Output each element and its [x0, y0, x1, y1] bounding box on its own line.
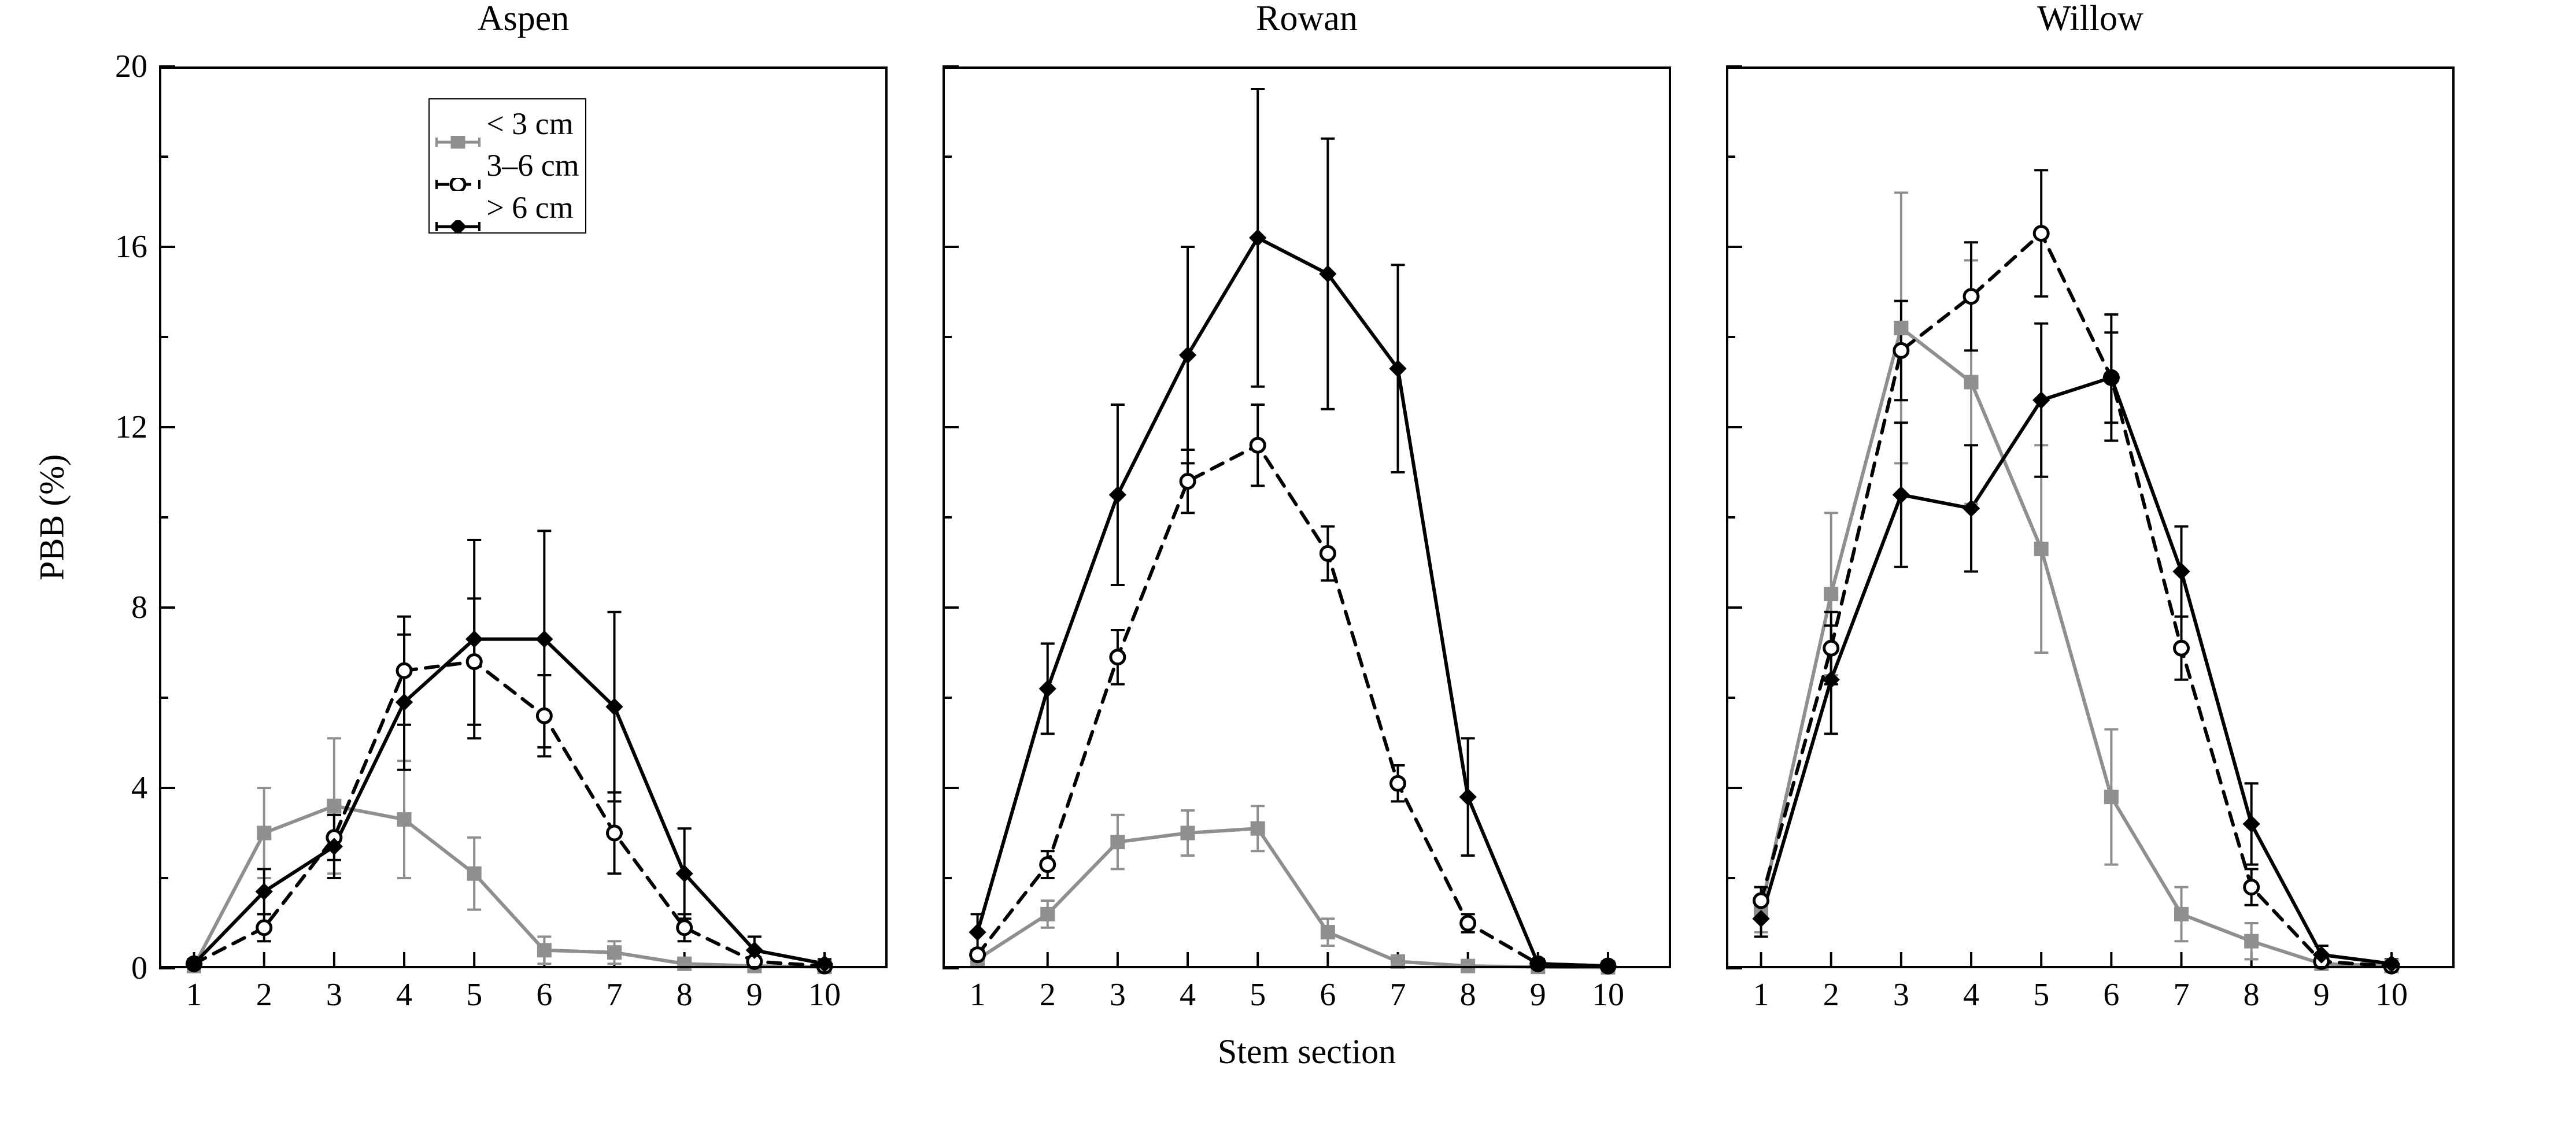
- legend-swatch-lt3: [435, 117, 481, 130]
- panel-frame: [943, 66, 1671, 968]
- y-tick-label: 12: [78, 409, 147, 446]
- figure-root: Aspen04812162012345678910< 3 cm3–6 cm> 6…: [0, 0, 2576, 1144]
- legend-row-mid: 3–6 cm: [435, 145, 579, 187]
- panel-rowan: Rowan12345678910: [943, 66, 1671, 968]
- y-tick-label: 20: [78, 48, 147, 85]
- x-tick-label: 7: [607, 976, 623, 1013]
- y-tick-label: 16: [78, 228, 147, 265]
- panel-willow: Willow12345678910: [1726, 66, 2455, 968]
- x-tick-label: 7: [2174, 976, 2190, 1013]
- x-tick-label: 1: [186, 976, 202, 1013]
- x-tick-label: 4: [1963, 976, 1979, 1013]
- x-tick-label: 2: [256, 976, 272, 1013]
- x-tick-label: 9: [1530, 976, 1546, 1013]
- x-tick-label: 3: [1893, 976, 1909, 1013]
- x-tick-label: 1: [1753, 976, 1769, 1013]
- legend-label: 3–6 cm: [486, 145, 579, 187]
- legend: < 3 cm3–6 cm> 6 cm: [428, 98, 586, 234]
- x-tick-label: 10: [1592, 976, 1624, 1013]
- panel-title: Rowan: [943, 0, 1671, 39]
- x-tick-label: 7: [1390, 976, 1406, 1013]
- x-tick-label: 9: [746, 976, 763, 1013]
- x-tick-label: 1: [970, 976, 986, 1013]
- x-tick-label: 3: [1110, 976, 1126, 1013]
- panel-title: Aspen: [159, 0, 888, 39]
- x-tick-label: 10: [808, 976, 841, 1013]
- x-tick-label: 9: [2313, 976, 2330, 1013]
- y-axis-label: PBB (%): [32, 454, 72, 580]
- legend-row-lt3: < 3 cm: [435, 103, 579, 145]
- x-tick-label: 5: [2033, 976, 2049, 1013]
- legend-label: < 3 cm: [486, 103, 573, 145]
- x-tick-label: 6: [2103, 976, 2119, 1013]
- y-tick-label: 8: [78, 589, 147, 626]
- x-tick-label: 6: [1320, 976, 1336, 1013]
- legend-swatch-gt6: [435, 202, 481, 214]
- x-tick-label: 4: [1180, 976, 1196, 1013]
- panel-title: Willow: [1726, 0, 2455, 39]
- panel-aspen: Aspen04812162012345678910< 3 cm3–6 cm> 6…: [159, 66, 888, 968]
- legend-row-gt6: > 6 cm: [435, 187, 579, 229]
- panel-frame: [1726, 66, 2455, 968]
- x-tick-label: 8: [677, 976, 693, 1013]
- x-tick-label: 8: [2244, 976, 2260, 1013]
- x-tick-label: 6: [536, 976, 552, 1013]
- legend-label: > 6 cm: [486, 187, 573, 229]
- y-tick-label: 0: [78, 950, 147, 987]
- x-tick-label: 4: [396, 976, 412, 1013]
- x-tick-label: 10: [2375, 976, 2408, 1013]
- x-tick-label: 5: [1250, 976, 1266, 1013]
- x-tick-label: 2: [1823, 976, 1839, 1013]
- x-tick-label: 2: [1040, 976, 1056, 1013]
- x-tick-label: 3: [326, 976, 342, 1013]
- x-tick-label: 5: [466, 976, 482, 1013]
- legend-swatch-mid: [435, 160, 481, 172]
- y-tick-label: 4: [78, 769, 147, 806]
- x-tick-label: 8: [1460, 976, 1476, 1013]
- x-axis-label: Stem section: [1218, 1032, 1396, 1072]
